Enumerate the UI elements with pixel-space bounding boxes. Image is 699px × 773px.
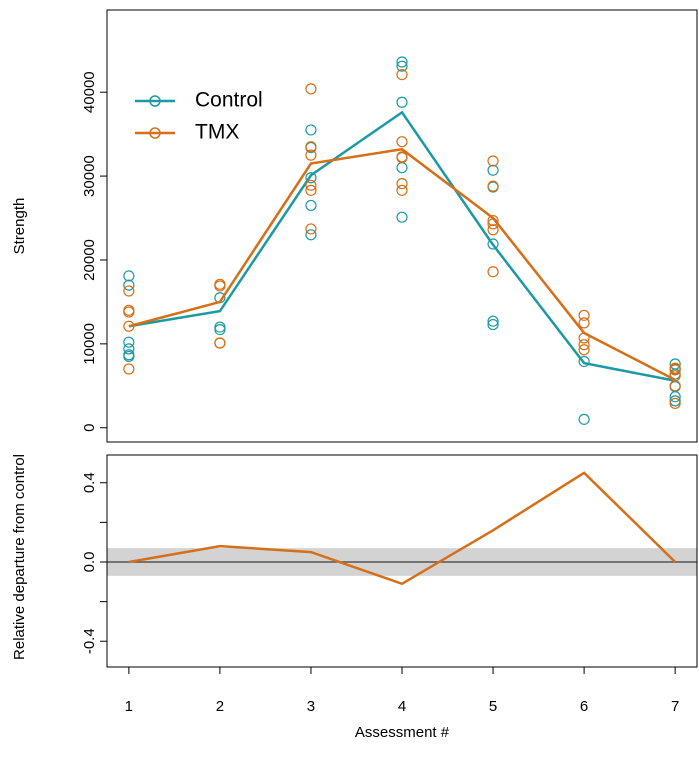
observation-point bbox=[487, 238, 499, 250]
observation-point bbox=[396, 184, 408, 196]
observation-point bbox=[578, 413, 590, 425]
observation-point bbox=[214, 323, 226, 336]
x-axis-title: Assessment # bbox=[355, 724, 450, 741]
mean-line bbox=[128, 110, 676, 382]
legend-label: TMX bbox=[195, 121, 239, 144]
observation-point bbox=[305, 149, 317, 161]
observation-point bbox=[305, 83, 317, 95]
observation-point bbox=[305, 124, 317, 136]
y-tick-label: -0.4 bbox=[81, 628, 98, 654]
observation-point bbox=[305, 172, 317, 184]
observation-point bbox=[487, 180, 499, 192]
x-tick-label: 7 bbox=[671, 698, 679, 715]
observation-point bbox=[578, 355, 590, 368]
y-tick-label: 30000 bbox=[81, 155, 98, 197]
y-tick-label: 20000 bbox=[81, 239, 98, 281]
observation-point bbox=[123, 336, 135, 348]
observation-point bbox=[123, 306, 135, 318]
observation-point bbox=[487, 224, 499, 236]
observation-point bbox=[487, 318, 499, 331]
observation-point bbox=[123, 363, 135, 375]
observation-point bbox=[123, 320, 135, 332]
legend-label: Control bbox=[195, 89, 263, 112]
observation-point bbox=[396, 68, 408, 81]
y-tick-label: 0 bbox=[81, 424, 98, 432]
observation-point bbox=[487, 164, 499, 176]
observation-point bbox=[123, 350, 135, 363]
mean-line bbox=[128, 471, 677, 586]
legend-marker bbox=[149, 127, 161, 139]
observation-point bbox=[305, 199, 317, 212]
y-tick-label: 0.0 bbox=[81, 552, 98, 573]
observation-point bbox=[214, 337, 226, 349]
observation-point bbox=[487, 266, 499, 278]
observation-point bbox=[305, 141, 317, 153]
x-tick-label: 5 bbox=[489, 698, 497, 715]
observation-point bbox=[669, 364, 681, 376]
observation-point bbox=[396, 162, 408, 174]
observation-point bbox=[669, 397, 681, 410]
observation-point bbox=[214, 321, 226, 333]
x-tick-label: 2 bbox=[216, 698, 224, 715]
observation-point bbox=[578, 339, 590, 351]
y-tick-label: 10000 bbox=[81, 323, 98, 365]
observation-point bbox=[396, 136, 408, 148]
plot-frame bbox=[106, 454, 698, 668]
observation-point bbox=[487, 315, 499, 327]
y-axis-title: Strength bbox=[11, 198, 28, 255]
observation-point bbox=[578, 344, 590, 356]
observation-point bbox=[396, 96, 408, 108]
observation-point bbox=[487, 155, 499, 167]
observation-point bbox=[669, 391, 681, 403]
observation-point bbox=[396, 56, 408, 68]
observation-point bbox=[396, 178, 408, 190]
observation-point bbox=[487, 214, 499, 227]
plot-frame bbox=[106, 9, 698, 443]
observation-point bbox=[396, 152, 408, 164]
observation-point bbox=[123, 279, 135, 291]
observation-point bbox=[669, 380, 681, 392]
observation-point bbox=[214, 280, 226, 292]
observation-point bbox=[396, 60, 408, 72]
x-tick-label: 3 bbox=[307, 698, 315, 715]
observation-point bbox=[123, 285, 135, 297]
observation-point bbox=[396, 211, 408, 223]
observation-point bbox=[305, 179, 317, 191]
x-tick-label: 1 bbox=[125, 698, 133, 715]
legend-marker bbox=[149, 95, 161, 107]
x-tick-label: 6 bbox=[580, 698, 588, 715]
x-tick-label: 4 bbox=[398, 698, 406, 715]
observation-point bbox=[305, 184, 317, 196]
y-axis-title: Relative departure from control bbox=[11, 454, 28, 660]
observation-point bbox=[123, 270, 135, 282]
observation-point bbox=[578, 309, 590, 321]
mean-line bbox=[128, 147, 676, 382]
y-tick-label: 40000 bbox=[81, 71, 98, 113]
y-tick-label: 0.4 bbox=[81, 472, 98, 493]
observation-point bbox=[578, 317, 590, 329]
observation-point bbox=[123, 343, 135, 355]
observation-point bbox=[305, 229, 317, 241]
observation-point bbox=[305, 223, 317, 235]
